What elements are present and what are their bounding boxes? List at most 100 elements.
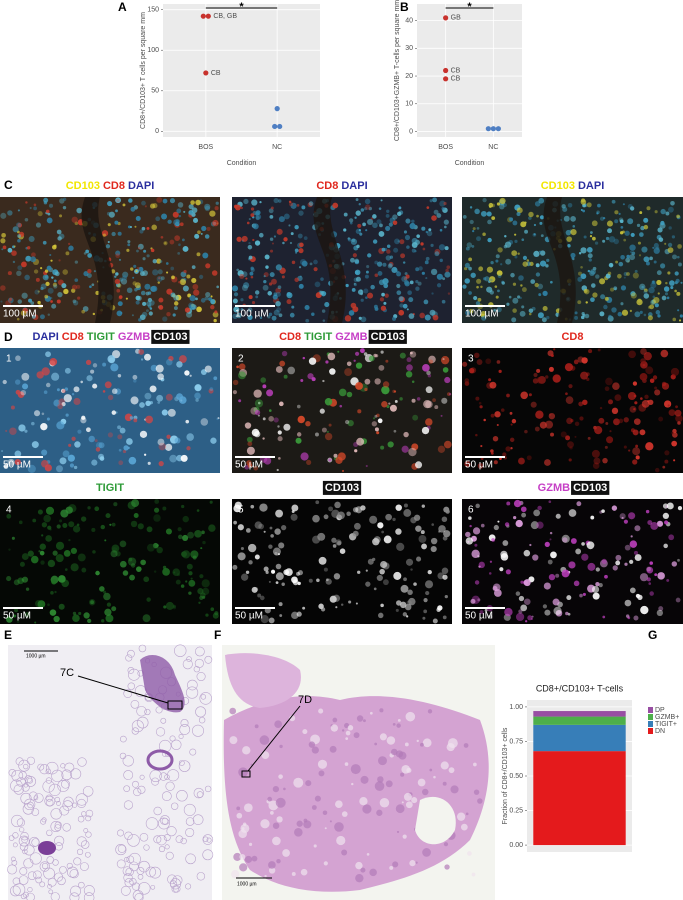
legend-label: DP xyxy=(655,707,665,714)
cell xyxy=(174,437,181,444)
cell xyxy=(73,386,80,393)
alveolus xyxy=(54,796,61,803)
cell xyxy=(86,375,93,382)
cell xyxy=(633,394,637,398)
cell xyxy=(177,202,184,208)
alveolus xyxy=(18,759,31,772)
cell xyxy=(198,601,201,604)
cell xyxy=(381,292,385,297)
cell xyxy=(376,413,380,418)
cell xyxy=(183,210,186,213)
cell xyxy=(634,269,638,273)
cell xyxy=(572,225,576,228)
cell xyxy=(283,213,290,220)
cell xyxy=(623,276,626,279)
cell xyxy=(145,415,154,424)
cell xyxy=(425,230,429,234)
alveolus xyxy=(159,772,168,781)
cell xyxy=(599,216,605,221)
cell xyxy=(167,408,176,417)
cell xyxy=(143,576,150,583)
cell xyxy=(470,272,476,278)
cell xyxy=(191,265,196,270)
alveolus xyxy=(18,835,30,847)
cell xyxy=(56,299,61,304)
cell xyxy=(43,514,51,523)
cell xyxy=(474,580,480,585)
scale-label: 50 µM xyxy=(235,460,263,471)
cell xyxy=(440,414,443,417)
cell xyxy=(114,275,117,278)
cell xyxy=(299,275,302,278)
cell xyxy=(147,297,153,303)
cell xyxy=(506,302,510,306)
cell xyxy=(588,258,592,262)
cell xyxy=(45,209,50,214)
cell xyxy=(577,300,582,305)
tissue-detail xyxy=(291,871,296,876)
image-number: 5 xyxy=(238,505,244,516)
cell xyxy=(624,562,628,566)
cell xyxy=(15,389,21,395)
cell xyxy=(115,272,119,276)
cell xyxy=(634,401,638,405)
cell xyxy=(622,230,625,234)
cell xyxy=(54,590,57,594)
cell xyxy=(487,237,492,243)
tissue-detail xyxy=(274,720,283,729)
alveolus xyxy=(204,655,213,664)
tissue-detail xyxy=(242,822,247,826)
cell xyxy=(144,283,151,290)
cell xyxy=(650,522,659,530)
alveolus xyxy=(186,656,192,662)
cell xyxy=(311,312,315,316)
cell xyxy=(61,389,66,393)
cell xyxy=(441,299,446,304)
cell xyxy=(502,452,507,457)
cell xyxy=(475,396,480,401)
cell xyxy=(165,528,172,535)
cell xyxy=(16,620,20,623)
data-point xyxy=(274,106,280,112)
cell xyxy=(302,356,306,360)
cell xyxy=(104,539,107,542)
cell xyxy=(305,318,310,323)
cell xyxy=(91,283,95,287)
cell xyxy=(518,275,524,281)
cell xyxy=(480,444,483,448)
alveolus xyxy=(70,768,82,780)
cell xyxy=(296,204,300,207)
alveolus xyxy=(12,832,19,839)
cell xyxy=(380,445,385,450)
cell xyxy=(591,585,600,594)
alveolus xyxy=(129,861,139,872)
alveolus xyxy=(137,874,144,880)
cell xyxy=(427,569,432,575)
cell xyxy=(127,243,131,247)
cell xyxy=(27,464,36,473)
tissue-detail xyxy=(323,861,328,866)
cell xyxy=(425,418,433,426)
cell xyxy=(469,206,473,209)
tissue-detail xyxy=(448,767,455,774)
cell xyxy=(518,457,525,465)
cell xyxy=(314,281,321,288)
tissue-detail xyxy=(369,711,373,715)
cell xyxy=(622,203,625,206)
cell xyxy=(292,579,299,586)
cell xyxy=(181,504,185,509)
cell xyxy=(668,409,676,417)
cell xyxy=(150,248,155,253)
cell xyxy=(371,421,378,427)
cell xyxy=(524,229,528,234)
cell xyxy=(657,314,661,318)
cell xyxy=(614,394,622,402)
cell xyxy=(58,259,61,262)
cell xyxy=(296,432,302,437)
cell xyxy=(605,421,609,425)
tissue-detail xyxy=(241,827,245,831)
cell xyxy=(630,206,635,211)
cell xyxy=(542,306,548,312)
cell xyxy=(489,381,497,389)
cell xyxy=(178,534,183,540)
